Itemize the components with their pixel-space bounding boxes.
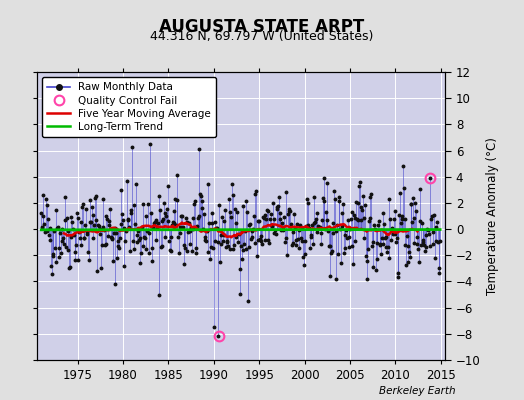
Y-axis label: Temperature Anomaly (°C): Temperature Anomaly (°C) (486, 137, 499, 295)
Text: 44.316 N, 69.797 W (United States): 44.316 N, 69.797 W (United States) (150, 30, 374, 43)
Text: AUGUSTA STATE ARPT: AUGUSTA STATE ARPT (159, 18, 365, 36)
Text: Berkeley Earth: Berkeley Earth (379, 386, 456, 396)
Legend: Raw Monthly Data, Quality Control Fail, Five Year Moving Average, Long-Term Tren: Raw Monthly Data, Quality Control Fail, … (42, 77, 216, 137)
